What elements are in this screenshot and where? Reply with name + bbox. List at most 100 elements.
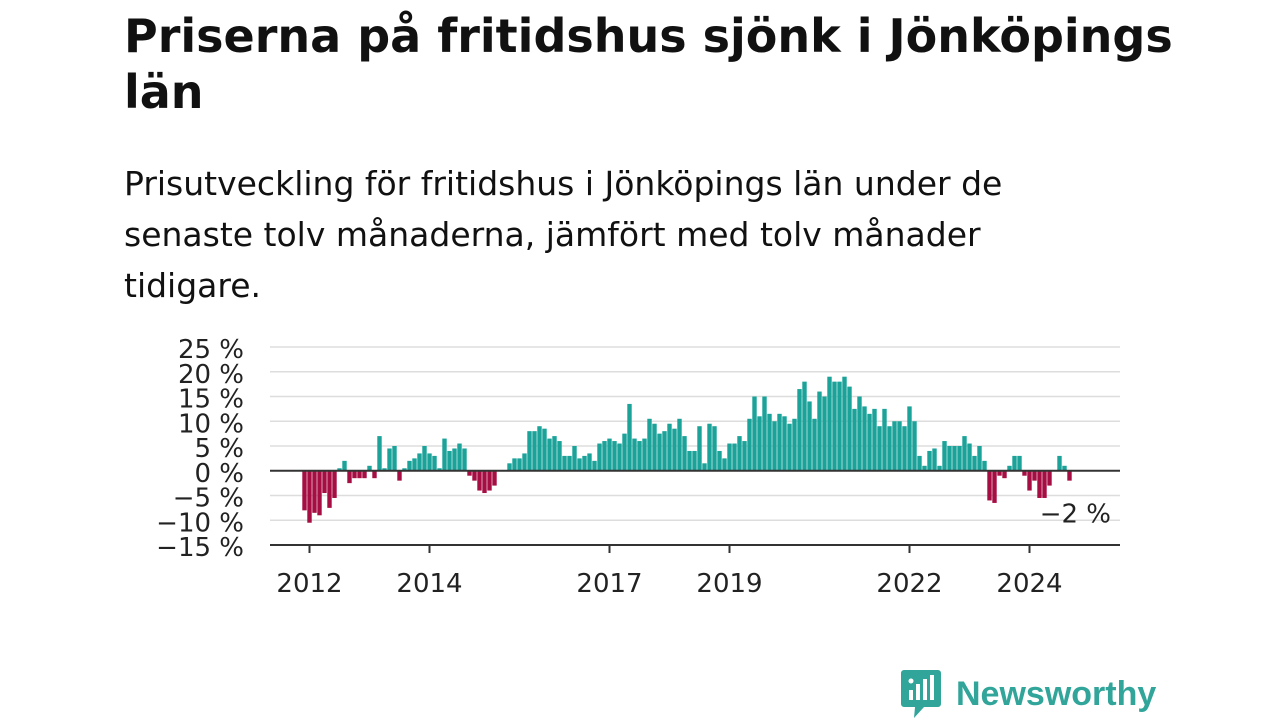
bar <box>567 455 572 471</box>
bar <box>907 406 912 471</box>
bar <box>382 468 387 471</box>
bar <box>787 423 792 471</box>
bar <box>1067 470 1072 481</box>
bar <box>992 470 997 503</box>
bar <box>922 465 927 471</box>
bar <box>452 448 457 471</box>
x-tick-label: 2014 <box>396 569 462 599</box>
bar <box>827 376 832 471</box>
bar <box>997 470 1002 476</box>
bar <box>1037 470 1042 498</box>
bar <box>402 468 407 471</box>
bar <box>477 470 482 491</box>
bar <box>957 446 962 471</box>
bar <box>1002 470 1007 479</box>
bar <box>777 413 782 471</box>
x-tick-label: 2022 <box>876 569 942 599</box>
bar <box>717 450 722 471</box>
bar <box>362 470 367 479</box>
bar <box>877 426 882 471</box>
bar <box>967 443 972 471</box>
bar <box>457 443 462 471</box>
bar <box>917 455 922 471</box>
bar <box>547 438 552 471</box>
bar <box>482 470 487 494</box>
bar <box>887 426 892 471</box>
y-tick-label: 0 % <box>194 459 244 489</box>
bar <box>812 418 817 471</box>
bar <box>307 470 312 523</box>
y-tick-label: 15 % <box>178 385 244 415</box>
bar <box>472 470 477 481</box>
bar <box>742 441 747 471</box>
bar <box>462 448 467 471</box>
bar <box>587 453 592 471</box>
bar <box>322 470 327 494</box>
bar <box>642 438 647 471</box>
bar <box>417 453 422 471</box>
bar <box>507 463 512 471</box>
brand-name: Newsworthy <box>956 674 1157 713</box>
bar <box>962 436 967 471</box>
y-tick-label: −5 % <box>173 484 244 514</box>
bar <box>1022 470 1027 476</box>
bar <box>892 421 897 471</box>
bar <box>562 455 567 471</box>
bar <box>512 458 517 471</box>
last-value-label: −2 % <box>1040 500 1111 530</box>
bar <box>657 433 662 471</box>
bar <box>487 470 492 491</box>
brand-logo: Newsworthy <box>900 668 1156 720</box>
bar <box>617 443 622 471</box>
x-tick-label: 2017 <box>576 569 642 599</box>
bar <box>842 376 847 471</box>
bar <box>312 470 317 513</box>
bar <box>732 443 737 471</box>
bar <box>1027 470 1032 491</box>
bar <box>582 455 587 471</box>
bar <box>432 455 437 471</box>
bar <box>332 470 337 498</box>
bar <box>302 470 307 511</box>
bar <box>372 470 377 479</box>
bar <box>942 441 947 471</box>
bar <box>972 455 977 471</box>
bar <box>897 421 902 471</box>
bar <box>797 389 802 471</box>
bar <box>1012 455 1017 471</box>
bar <box>1057 455 1062 471</box>
bar <box>792 418 797 471</box>
bar <box>687 450 692 471</box>
bar <box>757 416 762 471</box>
y-tick-label: 20 % <box>178 360 244 390</box>
bar <box>822 396 827 471</box>
bar <box>637 441 642 471</box>
bar <box>577 458 582 471</box>
bar <box>572 446 577 471</box>
bar <box>702 463 707 471</box>
bar <box>927 450 932 471</box>
bar <box>802 381 807 471</box>
bar <box>982 460 987 471</box>
y-tick-label: 25 % <box>178 335 244 365</box>
bar <box>672 428 677 471</box>
bar <box>652 423 657 471</box>
bar <box>622 433 627 471</box>
chart-title: Priserna på fritidshus sjönk i Jönköping… <box>124 9 1173 119</box>
bar <box>692 450 697 471</box>
bar <box>747 418 752 471</box>
bar <box>542 428 547 471</box>
bar <box>607 438 612 471</box>
bar <box>712 426 717 471</box>
bar <box>602 441 607 471</box>
bar <box>517 458 522 471</box>
bar <box>667 423 672 471</box>
bar <box>1062 465 1067 471</box>
bar <box>347 470 352 484</box>
bar <box>952 446 957 471</box>
bar <box>722 458 727 471</box>
bar <box>317 470 322 516</box>
bar <box>662 431 667 471</box>
bar <box>1047 470 1052 486</box>
